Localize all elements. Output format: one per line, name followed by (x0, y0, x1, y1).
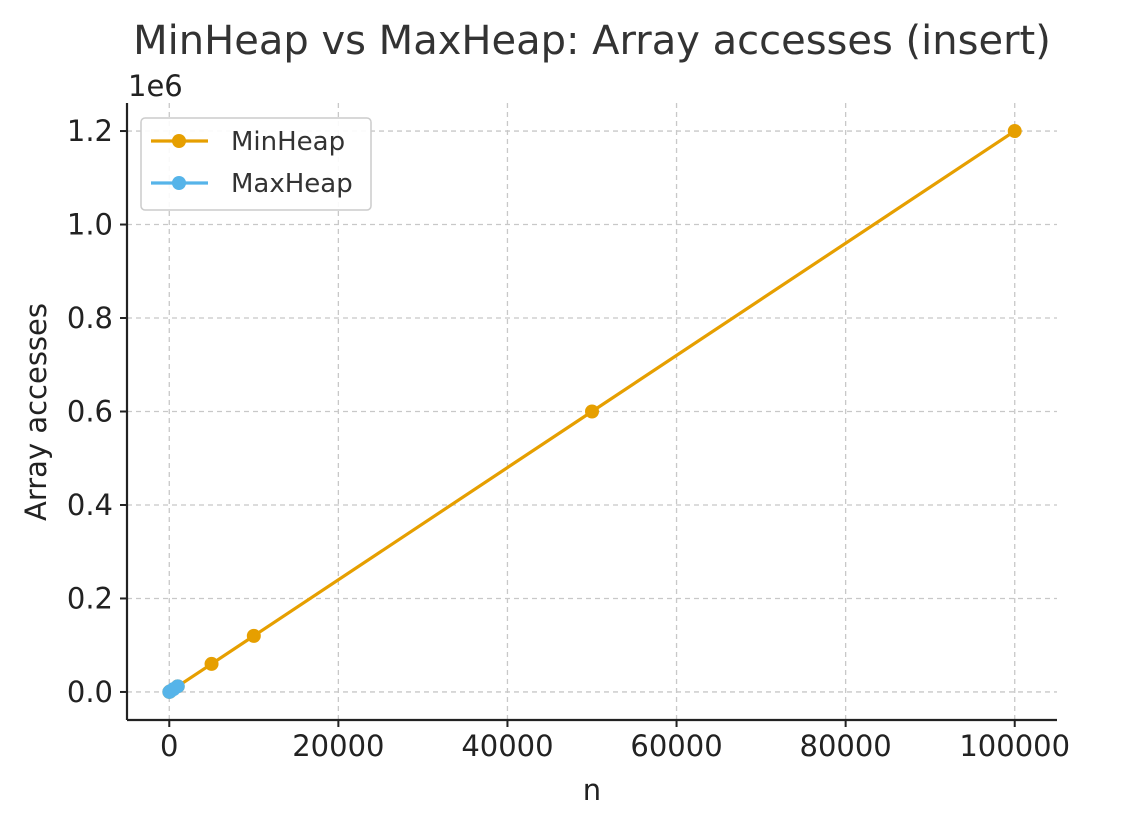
x-tick-label: 100000 (959, 729, 1070, 763)
y-tick-label: 0.8 (67, 301, 113, 335)
legend-minheap-label: MinHeap (231, 127, 345, 157)
legend-minheap-marker (172, 134, 186, 148)
minheap-point (246, 628, 261, 643)
minheap-point (585, 404, 599, 419)
y-tick-label: 1.0 (67, 208, 113, 242)
minheap-point (204, 656, 219, 671)
legend-maxheap-label: MaxHeap (231, 169, 353, 199)
x-tick-label: 40000 (461, 729, 553, 763)
chart-title: MinHeap vs MaxHeap: Array accesses (inse… (133, 18, 1051, 64)
axes: 0 20000 40000 60000 80000 100000 0.0 0.2 0.4 0.6 0… (67, 103, 1070, 763)
y-tick-label: 0.6 (67, 395, 113, 429)
minheap-point (1007, 124, 1022, 139)
x-axis-label: n (583, 773, 601, 807)
x-tick-label: 60000 (630, 729, 722, 763)
x-tick-label: 80000 (800, 729, 892, 763)
x-tick-label: 20000 (292, 729, 384, 763)
series-layer (162, 124, 1022, 699)
y-tick-label: 0.0 (67, 675, 113, 709)
y-axis-label: Array accesses (19, 303, 53, 521)
legend-maxheap-marker (172, 176, 186, 190)
maxheap-point (170, 679, 185, 694)
y-offset-label: 1e6 (128, 69, 183, 103)
y-tick-label: 1.2 (67, 114, 113, 148)
legend: MinHeap MaxHeap (140, 117, 372, 211)
x-tick-label: 0 (160, 729, 178, 763)
y-tick-label: 0.2 (67, 581, 113, 615)
y-tick-label: 0.4 (67, 488, 113, 522)
